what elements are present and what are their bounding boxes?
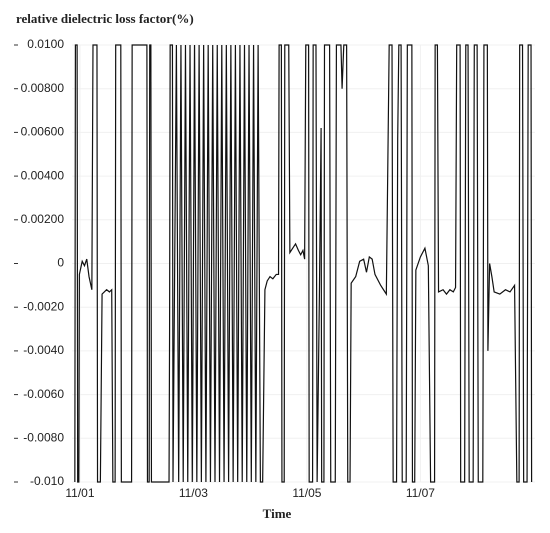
y-tick-label: -0.0020: [23, 299, 64, 313]
x-tick-label: 11/01: [65, 486, 94, 500]
y-tick-label: 0: [57, 256, 64, 270]
y-tick-label: -0.0040: [23, 343, 64, 357]
x-tick-label: 11/07: [406, 486, 435, 500]
x-tick-label: 11/03: [179, 486, 208, 500]
chart-title: relative dielectric loss factor(%): [16, 11, 194, 26]
y-tick-label: 0.00600: [21, 125, 65, 139]
y-tick-label: 0.00200: [21, 212, 65, 226]
x-tick-label: 11/05: [292, 486, 321, 500]
y-tick-label: -0.0080: [23, 430, 64, 444]
y-tick-label: 0.00800: [21, 81, 65, 95]
data-line: [74, 44, 533, 483]
y-tick-label: -0.010: [30, 474, 64, 488]
y-tick-label: -0.0060: [23, 387, 64, 401]
y-tick-label: 0.0100: [27, 37, 64, 51]
y-tick-label: 0.00400: [21, 168, 65, 182]
x-axis-label: Time: [263, 506, 292, 521]
